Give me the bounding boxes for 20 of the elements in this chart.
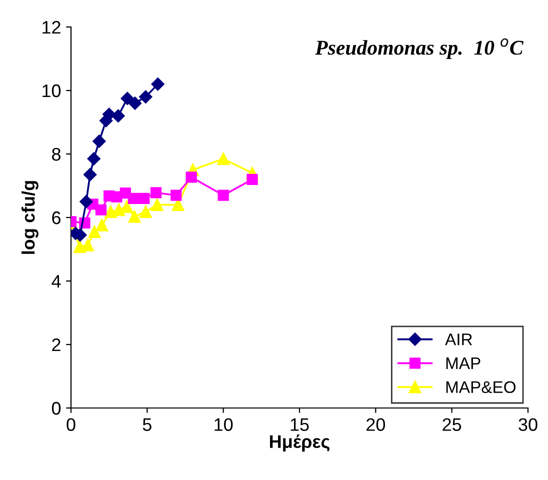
x-axis-title: Ημέρες bbox=[270, 434, 330, 452]
legend-label: MAP&EO bbox=[446, 381, 516, 394]
y-tick-label: 12 bbox=[42, 20, 60, 34]
x-tick-label: 20 bbox=[366, 418, 386, 431]
x-tick-label: 10 bbox=[214, 418, 233, 431]
x-tick-label: 0 bbox=[66, 418, 76, 431]
legend-label: MAP bbox=[446, 358, 480, 370]
text: Pseudomonas sp. 10 $^{o}$C bbox=[315, 38, 524, 60]
x-tick-label: 25 bbox=[442, 418, 462, 431]
y-axis-title: log cfu/g bbox=[22, 181, 38, 254]
x-tick-label: 15 bbox=[290, 418, 309, 431]
x-tick-label: 5 bbox=[142, 418, 152, 431]
y-tick-label: 2 bbox=[52, 338, 60, 352]
legend-label: AIR bbox=[445, 334, 472, 346]
y-tick-label: 10 bbox=[42, 84, 61, 98]
x-tick-label: 30 bbox=[518, 418, 538, 431]
y-tick-label: 0 bbox=[52, 402, 61, 415]
y-tick-label: 6 bbox=[52, 211, 60, 224]
y-tick-label: 4 bbox=[52, 275, 61, 288]
y-tick-label: 8 bbox=[52, 148, 60, 161]
